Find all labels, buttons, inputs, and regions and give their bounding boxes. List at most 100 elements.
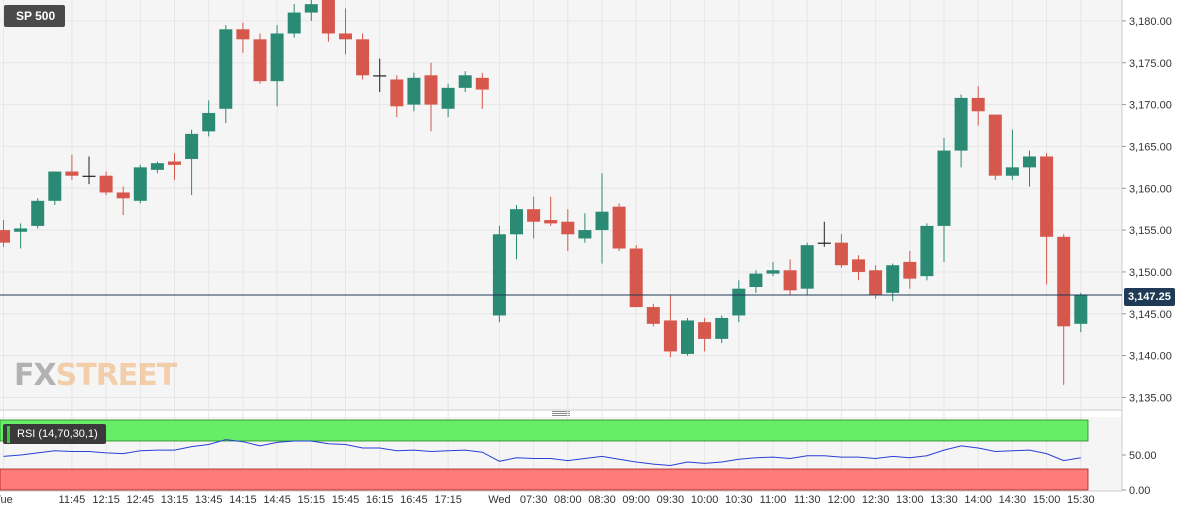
- candle-body: [202, 112, 216, 132]
- candle-body: [783, 270, 797, 291]
- candle[interactable]: [954, 94, 968, 168]
- panel-resize-handle[interactable]: [552, 411, 570, 416]
- candle[interactable]: [441, 83, 455, 118]
- x-tick-label: 17:15: [434, 494, 462, 506]
- x-tick-label: 16:45: [400, 494, 428, 506]
- candle[interactable]: [270, 25, 284, 107]
- candle[interactable]: [133, 164, 147, 204]
- candle-body: [749, 273, 763, 287]
- candle-body: [339, 33, 352, 40]
- candle[interactable]: [424, 62, 438, 132]
- candle[interactable]: [14, 223, 28, 249]
- candle[interactable]: [561, 209, 575, 252]
- candle-body: [424, 75, 438, 105]
- candle-body: [578, 230, 592, 239]
- candle-body: [629, 248, 643, 308]
- candle[interactable]: [321, 0, 335, 42]
- candle[interactable]: [48, 171, 62, 205]
- candle[interactable]: [715, 315, 729, 344]
- candle-body: [304, 4, 318, 13]
- x-tick-label: 16:15: [366, 494, 394, 506]
- candle-body: [1057, 236, 1071, 327]
- candle-body: [133, 167, 147, 201]
- rsi-overbought-zone: [0, 419, 1089, 442]
- candle[interactable]: [304, 0, 318, 21]
- candle[interactable]: [356, 33, 370, 80]
- candle-body: [595, 211, 609, 231]
- candle-body: [441, 87, 455, 109]
- candle[interactable]: [920, 223, 934, 281]
- candle[interactable]: [339, 8, 352, 55]
- candle[interactable]: [219, 25, 233, 123]
- candle[interactable]: [1040, 153, 1054, 285]
- candle-body: [82, 175, 96, 177]
- candle[interactable]: [0, 220, 10, 247]
- current-price-tag: 3,147.25: [1124, 288, 1175, 306]
- candle[interactable]: [749, 270, 763, 293]
- candle-body: [356, 39, 370, 76]
- x-tick-label: Wed: [488, 494, 510, 506]
- candle[interactable]: [834, 234, 848, 268]
- candle[interactable]: [612, 203, 626, 252]
- candle[interactable]: [698, 317, 712, 352]
- candle[interactable]: [988, 114, 1002, 180]
- candle[interactable]: [287, 4, 301, 38]
- candle-body: [14, 228, 28, 232]
- candle-body: [510, 209, 523, 235]
- candle[interactable]: [168, 153, 181, 180]
- candle[interactable]: [31, 198, 45, 229]
- x-tick-label: 09:30: [657, 494, 685, 506]
- price-panel-bg: [0, 0, 1122, 410]
- candle[interactable]: [150, 161, 164, 174]
- candle[interactable]: [373, 58, 387, 93]
- candle[interactable]: [65, 154, 79, 180]
- rsi-indicator-label[interactable]: RSI (14,70,30,1): [3, 424, 106, 444]
- candle[interactable]: [1057, 234, 1071, 385]
- candle[interactable]: [595, 173, 609, 264]
- candle[interactable]: [971, 86, 985, 126]
- candle[interactable]: [82, 156, 96, 185]
- candle[interactable]: [99, 171, 113, 195]
- candle[interactable]: [544, 196, 558, 226]
- candle[interactable]: [681, 317, 694, 356]
- candle[interactable]: [236, 22, 250, 53]
- candle-body: [1074, 295, 1088, 324]
- candle[interactable]: [253, 33, 267, 84]
- candle-body: [321, 0, 335, 34]
- candle[interactable]: [407, 72, 421, 112]
- x-tick-label: 10:00: [691, 494, 719, 506]
- candle[interactable]: [852, 255, 865, 281]
- candle[interactable]: [766, 261, 780, 277]
- candle-body: [65, 171, 79, 176]
- candle[interactable]: [869, 265, 883, 299]
- candle[interactable]: [663, 295, 677, 358]
- candle[interactable]: [185, 129, 199, 195]
- y-tick-label: 3,165.00: [1129, 141, 1172, 153]
- candle[interactable]: [903, 251, 917, 289]
- candle-body: [681, 320, 694, 354]
- candle[interactable]: [937, 138, 951, 262]
- candle-body: [646, 307, 660, 324]
- x-tick-label: 14:15: [229, 494, 257, 506]
- candle[interactable]: [510, 205, 523, 260]
- candle[interactable]: [492, 225, 506, 323]
- candle[interactable]: [578, 213, 592, 243]
- candle[interactable]: [116, 186, 130, 216]
- candle[interactable]: [1074, 292, 1088, 333]
- candle-body: [458, 75, 472, 88]
- candle[interactable]: [783, 259, 797, 296]
- candle[interactable]: [475, 72, 489, 109]
- candle-body: [168, 161, 181, 165]
- candle[interactable]: [629, 245, 643, 308]
- candle[interactable]: [202, 100, 216, 137]
- candle[interactable]: [817, 221, 831, 247]
- candle[interactable]: [527, 196, 541, 239]
- candle[interactable]: [458, 71, 472, 93]
- candle[interactable]: [1023, 150, 1036, 187]
- candle[interactable]: [800, 242, 814, 296]
- candle[interactable]: [1005, 129, 1019, 180]
- candle[interactable]: [646, 303, 660, 327]
- candle[interactable]: [390, 75, 404, 118]
- symbol-badge[interactable]: SP 500: [4, 5, 66, 27]
